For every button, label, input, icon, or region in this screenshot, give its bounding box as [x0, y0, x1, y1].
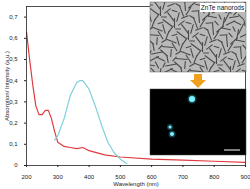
svg-text:500: 500 — [115, 174, 126, 180]
svg-text:0,1: 0,1 — [9, 141, 18, 147]
svg-text:Wavelength (nm): Wavelength (nm) — [113, 181, 158, 187]
svg-text:0,2: 0,2 — [9, 120, 18, 126]
svg-text:0,3: 0,3 — [9, 99, 18, 105]
svg-text:900: 900 — [240, 174, 250, 180]
svg-text:ZnTe nanorods: ZnTe nanorods — [201, 4, 245, 11]
svg-text:600: 600 — [147, 174, 158, 180]
svg-text:0,4: 0,4 — [9, 78, 18, 84]
svg-text:800: 800 — [209, 174, 220, 180]
svg-text:0,6: 0,6 — [9, 35, 18, 41]
svg-text:300: 300 — [53, 174, 64, 180]
svg-text:700: 700 — [178, 174, 189, 180]
svg-text:Absorption/ Intensity (a.u.): Absorption/ Intensity (a.u.) — [4, 51, 10, 121]
svg-text:400: 400 — [84, 174, 95, 180]
svg-text:0,5: 0,5 — [9, 56, 18, 62]
svg-text:0,7: 0,7 — [9, 14, 18, 20]
svg-text:0: 0 — [14, 162, 18, 168]
svg-text:200: 200 — [21, 174, 32, 180]
